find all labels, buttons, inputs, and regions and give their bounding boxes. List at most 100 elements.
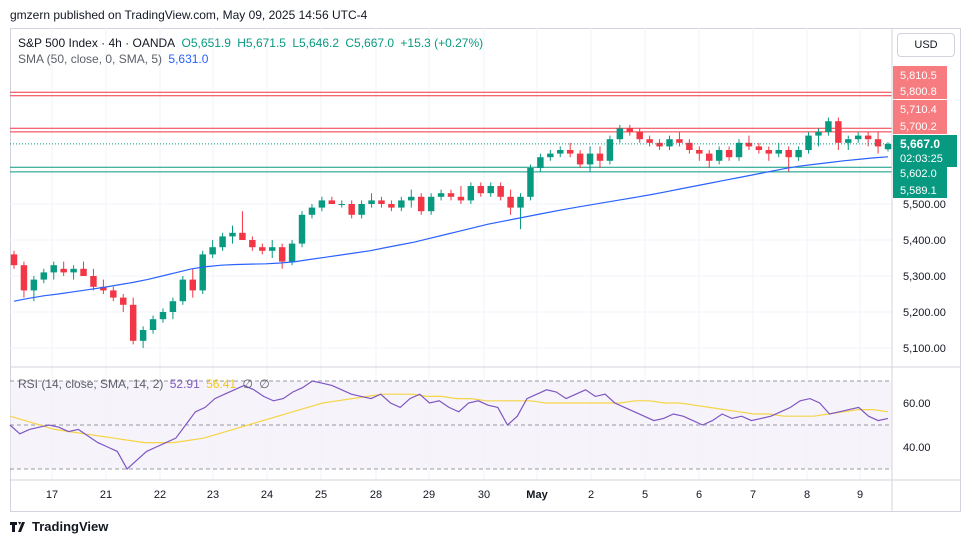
candle-body [20, 265, 28, 291]
time-axis-tick: 25 [315, 489, 327, 501]
candle-body [566, 150, 574, 154]
candle-body [338, 204, 345, 205]
level-tag-bg [893, 117, 947, 134]
candle-body [169, 301, 177, 312]
candle-body [278, 247, 286, 262]
candle-body [765, 150, 773, 154]
candle-body [457, 196, 465, 201]
time-axis-tick: 6 [696, 489, 702, 501]
current-price-tag: 5,667.0 [900, 137, 940, 151]
candle-body [507, 196, 514, 208]
candle-body [576, 153, 584, 165]
level-tag-bg [893, 181, 947, 198]
candle-body [288, 243, 296, 262]
rsi-axis-tick: 60.00 [903, 398, 931, 410]
time-axis-tick: 7 [750, 489, 756, 501]
time-axis-tick: May [526, 489, 548, 501]
candle-body [785, 150, 792, 158]
candle-body [209, 247, 216, 255]
candle-body [129, 304, 137, 341]
candle-body [149, 319, 157, 330]
price-axis-tick: 5,500.00 [903, 199, 946, 211]
candle-body [815, 132, 822, 136]
candle-body [854, 135, 862, 140]
candle-body [616, 128, 624, 140]
candle-body [388, 204, 395, 208]
tradingview-logo-icon [10, 521, 25, 532]
candle-body [547, 153, 554, 158]
candle-body [408, 196, 415, 201]
level-tag: 5,810.5 [900, 70, 937, 82]
currency-button[interactable]: USD [897, 33, 955, 57]
time-axis-tick: 24 [261, 489, 273, 501]
rsi-ma-line [9, 393, 889, 444]
current-price-tag-bg [893, 135, 957, 167]
candle-body [298, 214, 306, 244]
level-tag: 5,710.4 [900, 104, 937, 116]
candle-body [358, 204, 365, 215]
rsi-ma-legend-value: 56.41 [206, 377, 237, 391]
time-axis-tick: 21 [100, 489, 112, 501]
time-axis-tick: 5 [642, 489, 648, 501]
candle-body [30, 279, 38, 291]
chart-frame[interactable] [10, 28, 961, 512]
candle-body [795, 150, 802, 158]
candle-body [417, 196, 425, 212]
candle-body [646, 139, 653, 143]
footer-brand: TradingView [10, 519, 108, 534]
candle-body [328, 200, 336, 204]
candle-body [676, 139, 683, 143]
candle-body [477, 186, 485, 194]
price-axis-tick: 5,100.00 [903, 343, 946, 355]
candle-body [368, 200, 375, 204]
sma-legend-label: SMA (50, close, 0, SMA, 5) [18, 52, 163, 66]
candle-body [497, 186, 504, 197]
legend-open: O5,651.9 [181, 36, 231, 50]
candle-body [805, 135, 812, 150]
sma-line [13, 156, 889, 302]
candle-body [874, 139, 882, 147]
candle-body [189, 279, 197, 291]
candle-body [686, 142, 693, 150]
level-tag: 5,700.2 [900, 121, 937, 133]
sma-legend: SMA (50, close, 0, SMA, 5) 5,631.0 [18, 52, 211, 66]
candle-body [745, 142, 753, 147]
candle-body [884, 143, 892, 150]
time-axis-tick: 9 [857, 489, 863, 501]
rsi-legend-extra2: ∅ [259, 377, 270, 391]
candle-body [308, 207, 316, 215]
legend-low: L5,646.2 [292, 36, 340, 50]
countdown-tag: 02:03:25 [900, 153, 943, 165]
candle-body [517, 196, 524, 208]
time-axis-tick: 30 [478, 489, 490, 501]
time-axis-tick: 29 [423, 489, 435, 501]
rsi-legend: RSI (14, close, SMA, 14, 2) 52.91 56.41 … [18, 377, 273, 391]
time-axis-tick: 28 [370, 489, 382, 501]
candle-body [318, 200, 326, 208]
candle-body [100, 286, 107, 291]
candle-body [845, 139, 852, 143]
level-tag: 5,602.0 [900, 168, 937, 180]
price-axis-tick: 5,400.00 [903, 235, 946, 247]
candle-body [229, 232, 236, 237]
sma-legend-value: 5,631.0 [168, 52, 209, 66]
candle-body [656, 142, 663, 147]
candle-body [527, 168, 534, 197]
price-axis-tick: 5,300.00 [903, 271, 946, 283]
legend-high: H5,671.5 [237, 36, 286, 50]
candle-body [179, 279, 187, 302]
candle-body [427, 196, 435, 212]
candle-body [537, 157, 544, 168]
candle-body [70, 268, 77, 273]
candle-body [636, 132, 643, 140]
time-axis-tick: 8 [804, 489, 810, 501]
level-tag-bg [893, 66, 947, 83]
time-axis-tick: 17 [46, 489, 58, 501]
candle-body [864, 135, 872, 140]
candle-body [447, 193, 455, 197]
footer-brand-text: TradingView [32, 519, 109, 534]
candle-body [50, 265, 57, 273]
candle-body [60, 268, 67, 273]
candle-body [825, 121, 832, 132]
